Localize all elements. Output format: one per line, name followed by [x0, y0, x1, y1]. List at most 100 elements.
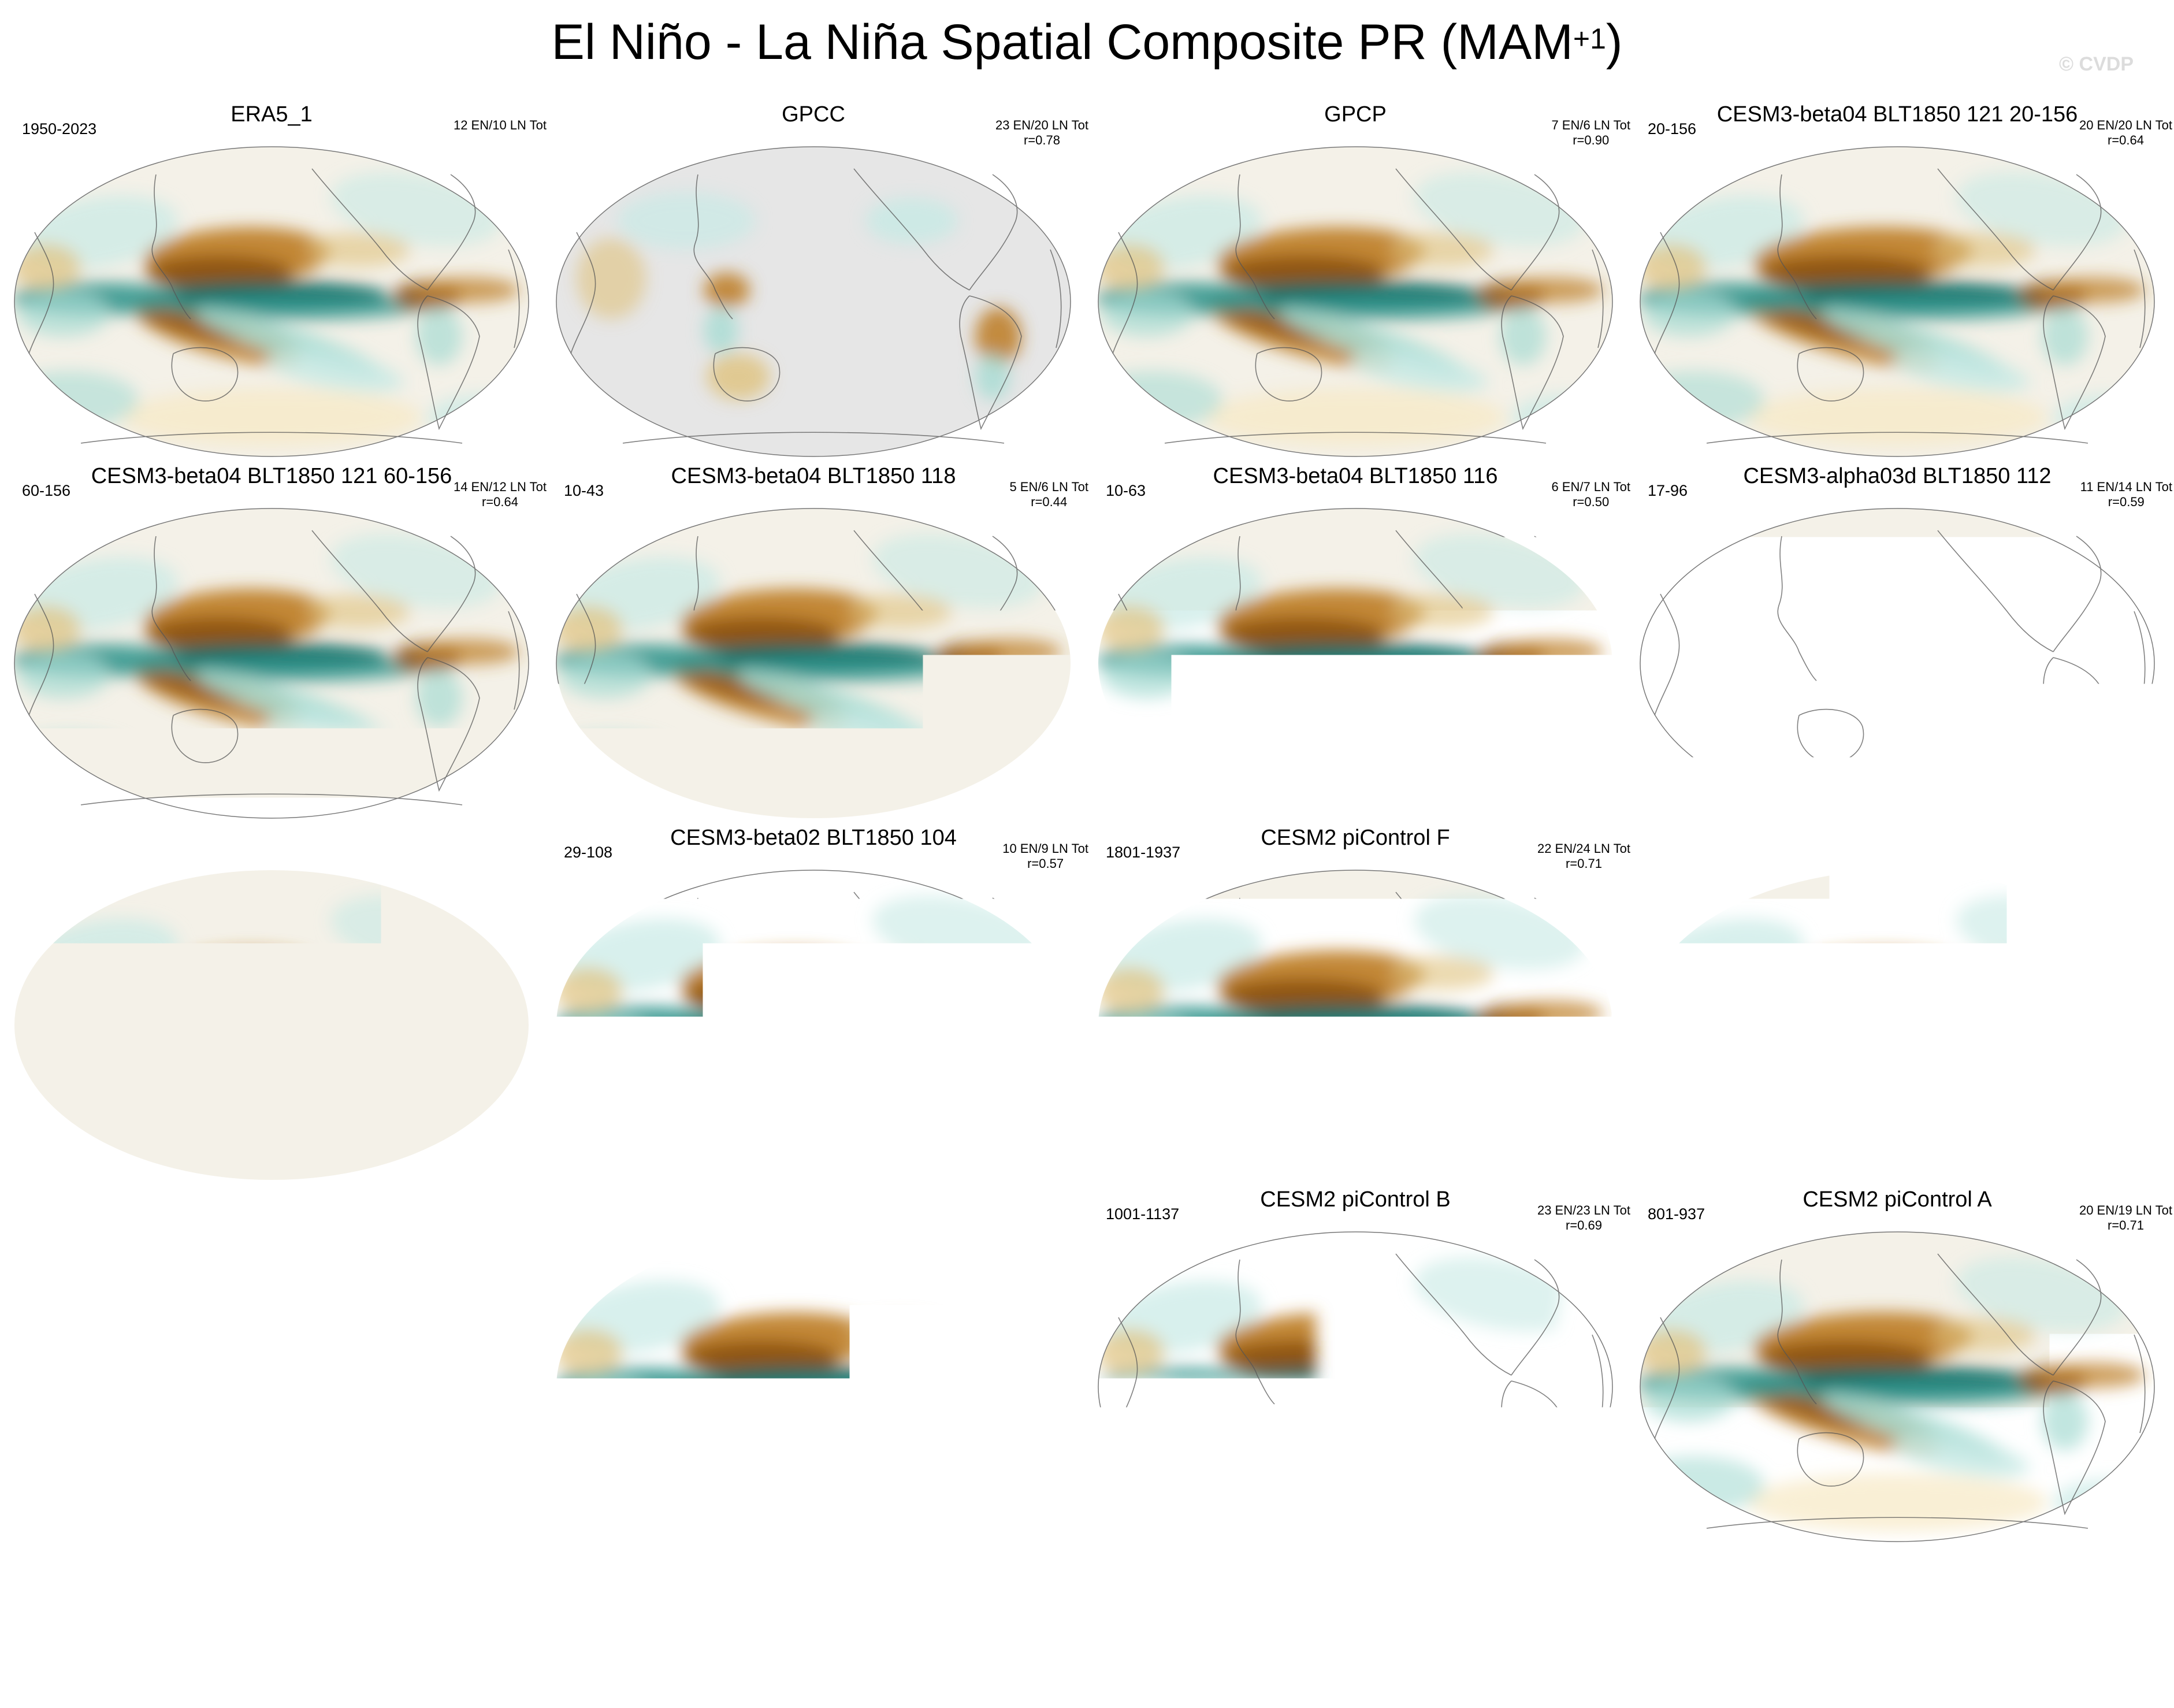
colorbar-swatch [1087, 1576, 1157, 1607]
figure-title-superscript: +1 [1573, 23, 1606, 55]
panel-event-count: 7 EN/6 LN Tot [1551, 118, 1630, 133]
colorbar-tick-label: 4 [1637, 1614, 1656, 1651]
map-panel: CESM2 piControl E 1601-1737 22 EN/22 LN To… [1637, 829, 2157, 1193]
panel-title: CESM3-alpha03d BLT1850 112 [1637, 463, 2157, 489]
panel-event-counts: 6 EN/7 LN Tot r=0.50 [1551, 480, 1630, 510]
colorbar-tick-label: .1 [1143, 1614, 1171, 1651]
colorbar-tick-label: 1 [1428, 1614, 1446, 1651]
map-panel: ERA5_1 1950-2023 12 EN/10 LN Tot [12, 105, 532, 469]
panel-event-counts: 22 EN/24 LN Tot r=0.71 [1537, 841, 1630, 871]
panel-event-counts: 23 EN/21 LN Tot r=0.71 [995, 1203, 1088, 1233]
colorbar-swatch [1017, 1576, 1087, 1607]
world-map [1095, 467, 1615, 831]
panel-event-count: 20 EN/19 LN Tot [2079, 1203, 2172, 1218]
colorbar-tick-label: .5 [1283, 1614, 1311, 1651]
colorbar-tick-label: -2 [653, 1614, 683, 1651]
panel-period: 21-100 [22, 844, 70, 862]
colorbar-tick-label: 2 [1497, 1614, 1516, 1651]
figure-title-main: El Niño - La Niña Spatial Composite PR (… [551, 14, 1573, 70]
map-panel: CESM3-beta04 BLT1850 116 10-63 6 EN/7 LN T… [1095, 467, 1615, 831]
map-panel: CESM3-beta04 BLT1850 121 20-156 20-156 20 … [1637, 105, 2157, 469]
world-map [1637, 105, 2157, 469]
colorbar-tick-label: -4 [513, 1614, 543, 1651]
colorbar-tick-label: .25 [1204, 1614, 1251, 1651]
panel-event-count: 5 EN/6 LN Tot [1009, 480, 1088, 495]
panel-event-count: 12 EN/10 LN Tot [454, 118, 547, 133]
panel-period: 1950-2023 [22, 120, 96, 138]
colorbar-swatch [1507, 1576, 1577, 1607]
panel-correlation: r=0.71 [995, 1218, 1088, 1233]
colorbar-swatch [388, 1576, 458, 1607]
colorbar-swatch [1297, 1576, 1367, 1607]
panel-event-count: 22 EN/22 LN Tot [2079, 841, 2172, 856]
colorbar-swatch [1157, 1576, 1227, 1607]
panel-period: 10-43 [564, 482, 604, 500]
panel-title: CESM3-beta04 BLT1850 116 [1095, 463, 1615, 489]
map-panel: CESM3-beta04 BLT1850 121 60-156 60-156 14 … [12, 467, 532, 831]
colorbar-swatch [1716, 1576, 1786, 1607]
map-panel: CESM2 piControl B 1001-1137 23 EN/23 LN To… [1095, 1190, 1615, 1554]
panel-event-counts: 10 EN/9 LN Tot r=0.57 [1002, 841, 1088, 871]
panel-period: 60-156 [22, 482, 70, 500]
colorbar-tick-label: 0 [1078, 1614, 1097, 1651]
figure-title: El Niño - La Niña Spatial Composite PR (… [0, 10, 2174, 74]
panel-correlation: r=0.50 [1551, 495, 1630, 510]
world-map [553, 467, 1073, 831]
world-map [1095, 105, 1615, 469]
world-map [1095, 1190, 1615, 1554]
panel-period: 1001-1137 [1106, 1205, 1179, 1223]
world-map [553, 105, 1073, 469]
colorbar-tick-label: -.75 [779, 1614, 837, 1651]
map-panel: CESM2 piControl A 801-937 20 EN/19 LN Tot r… [1637, 1190, 2157, 1554]
panel-correlation: r=0.54 [460, 856, 547, 871]
panel-event-counts: 25 EN/22 LN Tot r=0.69 [454, 1203, 547, 1233]
colorbar-unit-label: mm/day [0, 1651, 2174, 1692]
colorbar-swatch [878, 1576, 947, 1607]
panel-event-counts: 20 EN/19 LN Tot r=0.71 [2079, 1203, 2172, 1233]
panel-period: 29-108 [564, 844, 612, 862]
map-panel: CESM3-alpha03d BLT1850 112 17-96 11 EN/14 … [1637, 467, 2157, 831]
panel-correlation: r=0.64 [454, 495, 547, 510]
world-map [553, 829, 1073, 1193]
panel-title: CESM3-beta02 BLT1850 109 [12, 825, 532, 851]
cvdp-watermark: © CVDP [2059, 53, 2134, 76]
panel-event-count: 14 EN/12 LN Tot [454, 480, 547, 495]
colorbar-swatch [1367, 1576, 1437, 1607]
panel-event-count: 25 EN/22 LN Tot [454, 1203, 547, 1218]
colorbar-swatch [528, 1576, 598, 1607]
panel-event-count: 20 EN/20 LN Tot [2079, 118, 2172, 133]
colorbar-tick-label: .75 [1344, 1614, 1391, 1651]
map-panel: CESM2 piControl F 1801-1937 22 EN/24 LN To… [1095, 829, 1615, 1193]
world-map [1637, 1190, 2157, 1554]
panel-event-counts: 5 EN/6 LN Tot r=0.44 [1009, 480, 1088, 510]
world-map [1637, 467, 2157, 831]
panel-event-counts: 20 EN/20 LN Tot r=0.64 [2079, 118, 2172, 148]
panel-event-count: 23 EN/20 LN Tot [995, 118, 1088, 133]
panel-period: 17-96 [1648, 482, 1688, 500]
panel-title: GPCP [1095, 102, 1615, 127]
map-panel: GPCP 7 EN/6 LN Tot r=0.90 [1095, 105, 1615, 469]
panel-period: 801-937 [1648, 1205, 1705, 1223]
colorbar-swatch [738, 1576, 808, 1607]
panel-period: 1801-1937 [1106, 844, 1180, 862]
panel-event-counts: 7 EN/6 LN Tot r=0.90 [1551, 118, 1630, 148]
panel-correlation: r=0.78 [995, 133, 1088, 148]
panel-event-count: 23 EN/23 LN Tot [1537, 1203, 1630, 1218]
panel-period: 1601-1737 [1648, 844, 1722, 862]
world-map [1095, 829, 1615, 1193]
panel-correlation: r=0.71 [2079, 1218, 2172, 1233]
colorbar-tick-label: -.5 [858, 1614, 897, 1651]
panel-event-counts: 22 EN/22 LN Tot r=0.69 [2079, 841, 2172, 871]
panel-event-count: 6 EN/7 LN Tot [1551, 480, 1630, 495]
panel-event-counts: 9 EN/13 LN Tot r=0.54 [460, 841, 547, 871]
colorbar-swatch [1647, 1576, 1716, 1607]
colorbar-tick-label: -3 [583, 1614, 613, 1651]
panel-title: CESM3-beta02 BLT1850 104 [553, 825, 1073, 851]
colorbar-swatch [947, 1576, 1017, 1607]
panel-event-count: 10 EN/9 LN Tot [1002, 841, 1088, 856]
colorbar-swatch [1437, 1576, 1507, 1607]
world-map [12, 829, 532, 1193]
map-panel: CESM2 piControl D 1401-1537 25 EN/22 LN To… [12, 1190, 532, 1554]
colorbar-tick-label: 3 [1567, 1614, 1586, 1651]
panel-correlation: r=0.69 [2079, 856, 2172, 871]
